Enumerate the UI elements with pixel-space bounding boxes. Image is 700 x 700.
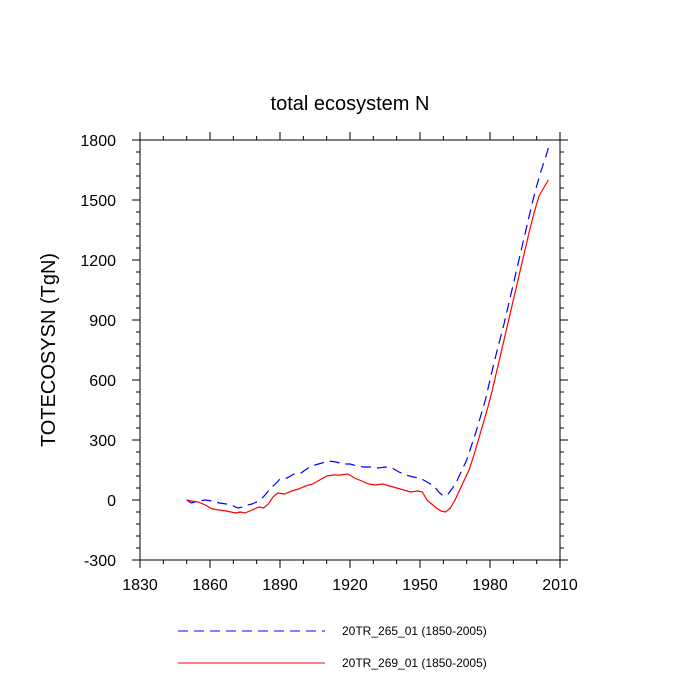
y-tick-labels: -300 0 300 600 900 1200 1500 1800 (80, 133, 116, 570)
x-tick-label: 1860 (192, 577, 228, 594)
x-tick-label: 1950 (402, 577, 438, 594)
y-tick-label: 900 (89, 313, 116, 330)
x-tick-labels: 1830 1860 1890 1920 1950 1980 2010 (122, 577, 578, 594)
y-tick-label: 0 (107, 493, 116, 510)
y-tick-label: -300 (84, 553, 116, 570)
y-tick-label: 1500 (80, 193, 116, 210)
plot-frame (139, 139, 561, 561)
y-tick-label: 600 (89, 373, 116, 390)
series-lines (186, 147, 549, 514)
legend: 20TR_265_01 (1850-2005) 20TR_269_01 (185… (178, 624, 487, 670)
y-tick-label: 300 (89, 433, 116, 450)
x-tick-label: 1920 (332, 577, 368, 594)
series-line-1 (186, 147, 549, 509)
series-line-2 (186, 179, 549, 514)
x-tick-label: 2010 (542, 577, 578, 594)
legend-label-series-1: 20TR_265_01 (1850-2005) (342, 624, 487, 638)
tick-marks (132, 132, 568, 568)
x-tick-label: 1980 (472, 577, 508, 594)
legend-label-series-2: 20TR_269_01 (1850-2005) (342, 656, 487, 670)
y-tick-label: 1200 (80, 253, 116, 270)
x-tick-label: 1890 (262, 577, 298, 594)
y-axis-label: TOTECOSYSN (TgN) (38, 253, 60, 447)
x-tick-label: 1830 (122, 577, 158, 594)
chart-title: total ecosystem N (271, 93, 430, 115)
y-tick-label: 1800 (80, 133, 116, 150)
